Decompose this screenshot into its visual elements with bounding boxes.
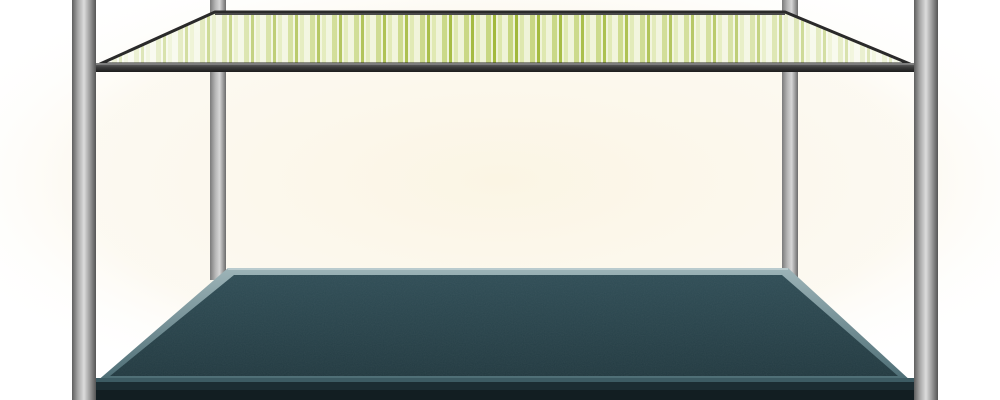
front-left-pole: [72, 0, 96, 400]
front-right-pole: [914, 0, 938, 400]
metal-shelf-icon: [96, 268, 914, 400]
glass-shelf-icon: [96, 10, 914, 72]
